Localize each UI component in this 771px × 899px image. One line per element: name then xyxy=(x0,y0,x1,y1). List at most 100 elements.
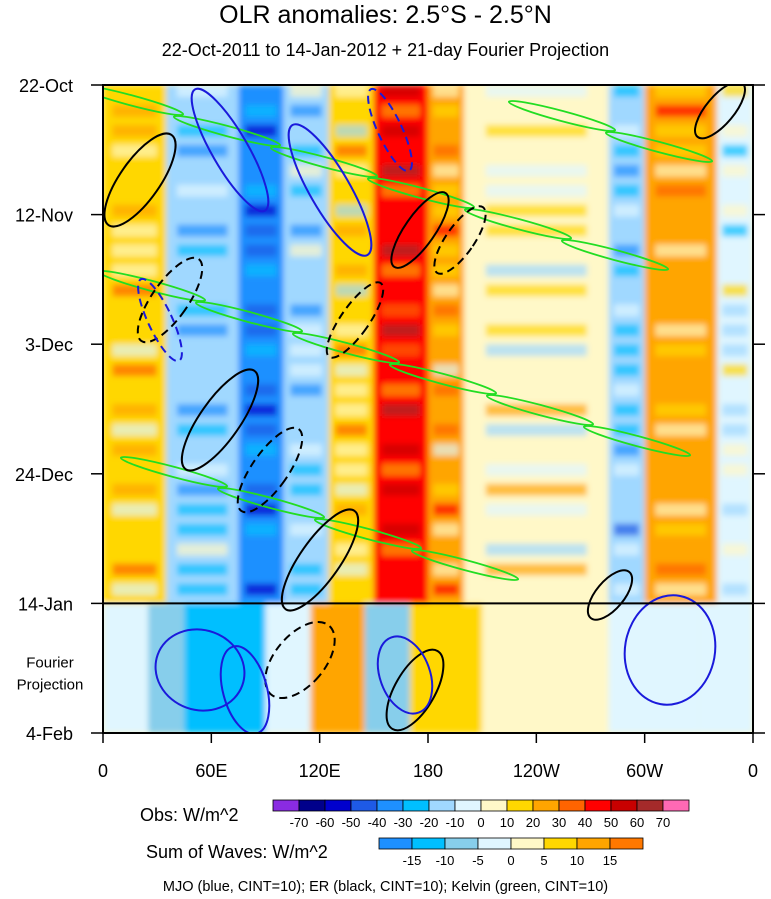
obs-cell xyxy=(613,85,640,97)
obs-cell xyxy=(485,583,587,596)
obs-cell xyxy=(245,563,277,576)
obs-cell xyxy=(290,423,322,436)
obs-cell xyxy=(177,483,228,496)
obs-cell xyxy=(433,164,459,177)
obs-cell xyxy=(290,304,322,317)
obs-cell xyxy=(485,184,587,197)
obs-cell xyxy=(722,85,748,97)
obs-cell xyxy=(485,443,587,456)
obs-cell xyxy=(245,104,277,117)
obs-cell xyxy=(112,324,157,337)
obs-cell xyxy=(335,104,368,117)
obs-cell xyxy=(381,563,420,576)
er-contour xyxy=(325,281,385,359)
obs-cell xyxy=(613,184,640,197)
obs-cell xyxy=(722,104,748,117)
obs-cell xyxy=(613,304,640,317)
x-tick-label: 60W xyxy=(626,761,663,781)
wave-contours xyxy=(103,85,746,733)
mjo-contour xyxy=(154,628,246,712)
colorbar-swatch xyxy=(609,837,644,850)
colorbar-swatch xyxy=(532,799,560,812)
obs-cell xyxy=(335,523,368,536)
obs-cell xyxy=(290,583,322,596)
obs-cell xyxy=(335,483,368,496)
obs-cell xyxy=(381,164,420,177)
x-tick-label: 120W xyxy=(513,761,560,781)
obs-cell xyxy=(177,563,228,576)
obs-cell xyxy=(722,224,748,237)
wave-band xyxy=(310,603,365,733)
obs-cell xyxy=(485,244,587,257)
colorbar-tick-label: -15 xyxy=(403,853,422,868)
obs-cell xyxy=(433,543,459,556)
obs-cell xyxy=(722,364,748,377)
obs-cell xyxy=(245,184,277,197)
obs-cell xyxy=(485,563,587,576)
kelvin-contour xyxy=(366,177,476,209)
obs-cell xyxy=(655,404,707,416)
obs-cell xyxy=(335,463,368,476)
obs-cell xyxy=(722,144,748,157)
obs-cell xyxy=(290,204,322,217)
kelvin-contour xyxy=(604,131,714,163)
obs-cell xyxy=(655,503,707,516)
obs-cell xyxy=(335,224,368,237)
obs-cell xyxy=(290,523,322,536)
obs-cell xyxy=(655,244,707,257)
obs-cell xyxy=(655,124,707,137)
obs-cell xyxy=(112,503,157,516)
obs-cell xyxy=(335,364,368,377)
obs-cell xyxy=(433,423,459,436)
obs-cell xyxy=(335,443,368,456)
obs-cell xyxy=(245,224,277,237)
obs-cell xyxy=(613,423,640,436)
obs-cell xyxy=(177,463,228,476)
obs-cell xyxy=(245,384,277,397)
wave-band xyxy=(265,603,311,733)
obs-cell xyxy=(433,344,459,357)
obs-cell xyxy=(290,85,322,97)
obs-cell xyxy=(722,503,748,516)
obs-cell xyxy=(177,184,228,197)
obs-cell xyxy=(112,384,157,397)
colorbar-swatch xyxy=(402,799,430,812)
obs-cell xyxy=(381,543,420,556)
obs-cell xyxy=(335,85,368,97)
obs-cell xyxy=(433,324,459,337)
colorbar-tick-label: -50 xyxy=(342,815,361,830)
obs-cell xyxy=(433,583,459,596)
obs-cell xyxy=(335,563,368,576)
obs-cell xyxy=(381,344,420,357)
obs-cell xyxy=(655,384,707,397)
kelvin-contour xyxy=(582,425,692,457)
obs-cell xyxy=(613,384,640,397)
obs-cell xyxy=(177,324,228,337)
obs-cell xyxy=(722,423,748,436)
obs-cell xyxy=(655,224,707,237)
obs-cell xyxy=(613,124,640,137)
obs-cell xyxy=(112,404,157,416)
obs-cell xyxy=(177,264,228,277)
obs-cell xyxy=(245,304,277,317)
y-tick-label: 22-Oct xyxy=(19,76,73,96)
kelvin-contour xyxy=(410,549,520,581)
obs-cell xyxy=(290,264,322,277)
obs-cell xyxy=(112,344,157,357)
obs-cell xyxy=(290,463,322,476)
obs-cell xyxy=(722,344,748,357)
er-contour xyxy=(236,426,304,514)
obs-cell xyxy=(245,324,277,337)
colorbar-tick-label: 5 xyxy=(540,853,547,868)
obs-cell xyxy=(112,204,157,217)
obs-cell xyxy=(722,563,748,576)
colorbar-swatch xyxy=(662,799,690,812)
obs-cell xyxy=(177,164,228,177)
obs-cell xyxy=(655,324,707,337)
obs-cell xyxy=(722,523,748,536)
obs-cell xyxy=(613,264,640,277)
colorbar-tick-label: -10 xyxy=(446,815,465,830)
obs-cell xyxy=(722,204,748,217)
obs-cell xyxy=(381,124,420,137)
wave-band xyxy=(103,603,149,733)
